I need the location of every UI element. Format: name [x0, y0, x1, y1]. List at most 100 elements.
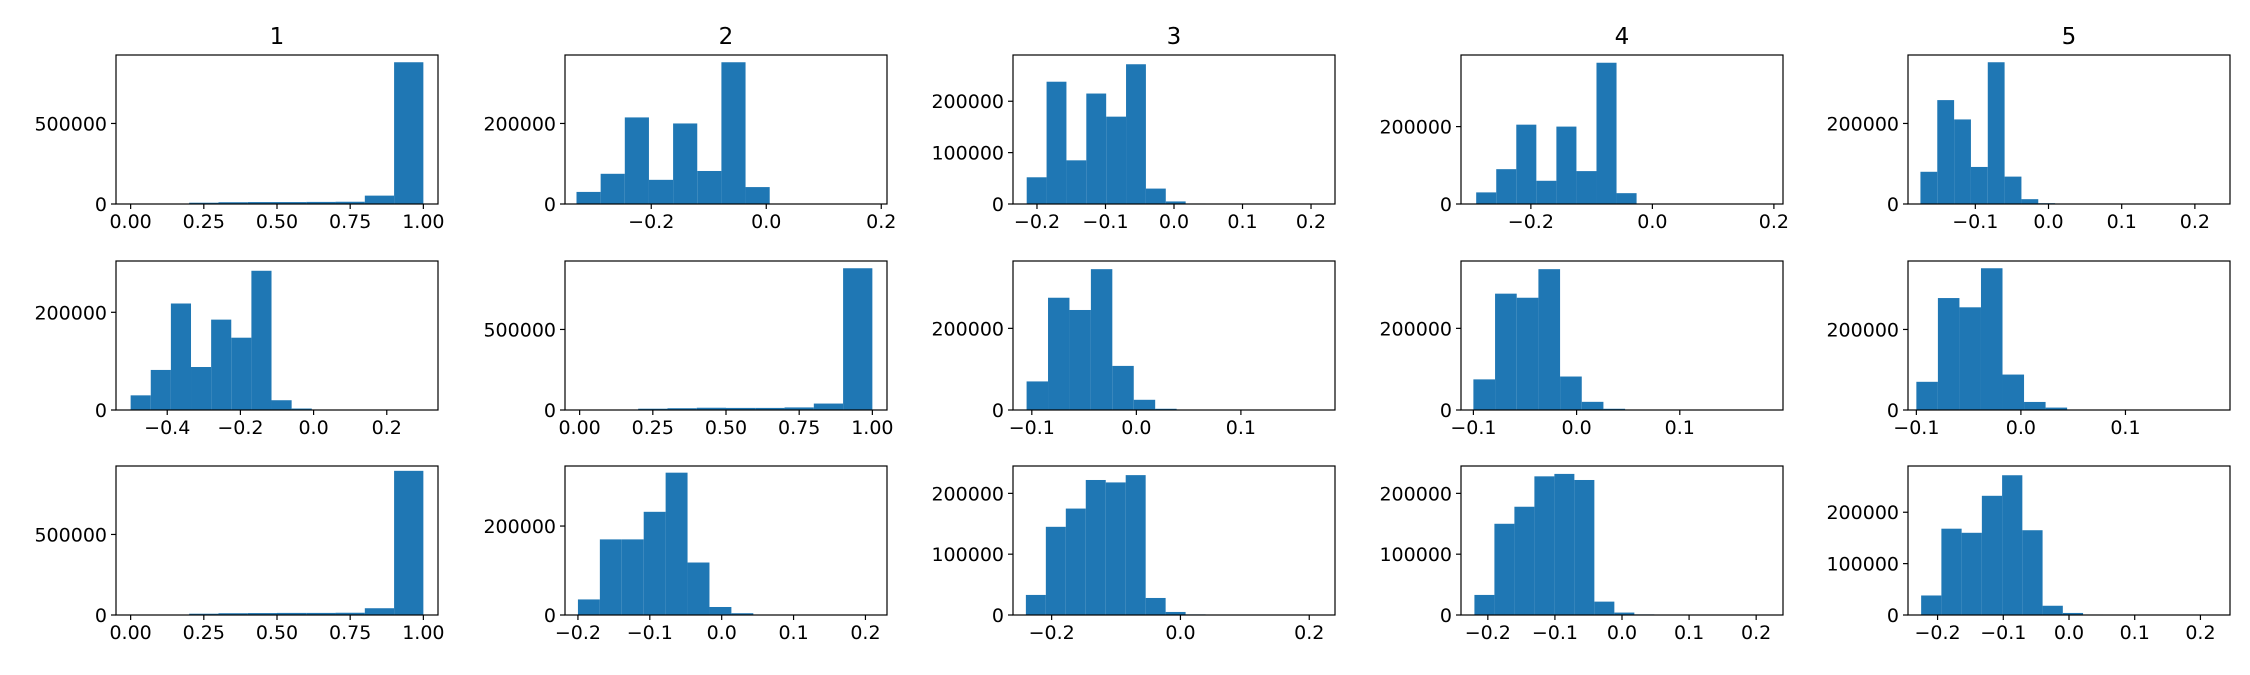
- y-tick-label: 100000: [1826, 554, 1899, 576]
- x-tick-label: 0.0: [1159, 211, 1189, 233]
- histogram-bar: [1026, 381, 1049, 410]
- y-tick-label: 200000: [931, 91, 1004, 113]
- histogram-bar: [306, 201, 336, 204]
- x-tick-label: −0.2: [1915, 622, 1961, 644]
- y-tick-label: 0: [95, 194, 107, 216]
- y-tick-label: 100000: [931, 143, 1004, 165]
- histogram-bar: [247, 202, 277, 204]
- histogram-bar: [1937, 298, 1960, 410]
- histogram-bar: [1165, 201, 1186, 204]
- histogram-bar: [1495, 293, 1517, 410]
- x-tick-label: 0.0: [1637, 211, 1667, 233]
- axes-frame: [115, 260, 439, 411]
- histogram-bar: [335, 201, 365, 204]
- axes-frame: [1907, 260, 2231, 411]
- histogram-bar: [1165, 611, 1186, 615]
- x-tick-label: 0.0: [1561, 417, 1591, 439]
- histogram-bar: [277, 612, 307, 615]
- histogram-bar: [1026, 177, 1047, 204]
- x-tick-label: 0.1: [1674, 622, 1704, 644]
- histogram-bar: [364, 608, 395, 615]
- histogram-bar: [189, 613, 219, 615]
- x-tick-label: 0.50: [705, 417, 747, 439]
- x-tick-label: 0.75: [329, 622, 371, 644]
- histogram-panel-15: −0.2 −0.1 0.0 0.1 0.2 0 100000 200000: [1826, 465, 2231, 644]
- x-tick-label: 0.2: [2185, 622, 2215, 644]
- histogram-bar: [1046, 81, 1067, 204]
- histogram-bar: [1980, 268, 2003, 410]
- histogram-bar: [784, 407, 814, 410]
- y-tick-label: 200000: [1379, 318, 1452, 340]
- x-tick-label: 0.2: [2180, 211, 2210, 233]
- histogram-bar: [1916, 381, 1938, 410]
- histogram-bar: [1554, 473, 1575, 615]
- y-tick-label: 100000: [931, 544, 1004, 566]
- x-tick-label: 0.0: [2006, 417, 2036, 439]
- histogram-bar: [1048, 297, 1070, 410]
- histogram-bar: [170, 303, 192, 410]
- histogram-bar: [364, 195, 395, 204]
- histogram-bar: [1145, 597, 1166, 615]
- y-tick-label: 0: [544, 400, 556, 422]
- x-tick-label: 0.0: [1121, 417, 1151, 439]
- histogram-bar: [1476, 192, 1497, 204]
- y-tick-label: 0: [1887, 605, 1899, 627]
- x-tick-label: 0.2: [1759, 211, 1789, 233]
- histogram-bar: [1155, 408, 1177, 410]
- x-tick-label: 0.1: [1227, 211, 1257, 233]
- y-tick-label: 0: [1887, 400, 1899, 422]
- histogram-bar: [247, 613, 277, 615]
- y-tick-label: 200000: [34, 302, 107, 324]
- histogram-bar: [1970, 166, 1988, 204]
- x-tick-label: 0.1: [2120, 622, 2150, 644]
- y-tick-label: 200000: [483, 113, 556, 135]
- x-tick-label: 0.0: [1607, 622, 1637, 644]
- histogram-bar: [1560, 376, 1582, 410]
- histogram-bar: [1538, 269, 1561, 410]
- histogram-bar: [696, 407, 726, 410]
- histogram-bar: [1112, 365, 1134, 410]
- histogram-bar: [1534, 476, 1555, 615]
- histogram-bar: [1133, 399, 1156, 410]
- histogram-bar: [648, 179, 674, 204]
- histogram-bar: [130, 395, 151, 410]
- histogram-panel-5: −0.1 0.0 0.1 0.2 0 200000 5: [1826, 24, 2231, 233]
- histogram-bar: [2042, 605, 2063, 615]
- panel-title: 3: [1167, 24, 1182, 50]
- x-tick-label: 0.0: [1165, 622, 1195, 644]
- histogram-bar: [726, 407, 756, 410]
- histogram-bar: [1126, 64, 1146, 204]
- histogram-bar: [191, 367, 212, 410]
- histogram-bar: [721, 62, 746, 204]
- histogram-bar: [577, 599, 600, 615]
- x-tick-label: 0.1: [778, 622, 808, 644]
- x-tick-label: 0.25: [183, 622, 225, 644]
- histogram-bar: [231, 337, 252, 410]
- axes-frame: [564, 465, 888, 616]
- histogram-panel-8: −0.1 0.0 0.1 0 200000: [931, 260, 1336, 439]
- histogram-bar: [1603, 408, 1626, 410]
- x-tick-label: −0.1: [1450, 417, 1496, 439]
- histogram-bar: [621, 539, 644, 615]
- x-tick-label: −0.2: [1029, 622, 1075, 644]
- histogram-panel-7: 0.00 0.25 0.50 0.75 1.00 0 500000: [483, 260, 894, 439]
- histogram-panel-3: −0.2 −0.1 0.0 0.1 0.2 0 100000 200000 3: [931, 24, 1336, 233]
- histogram-bar: [1045, 526, 1066, 615]
- histogram-bar: [2062, 612, 2084, 615]
- histogram-bar: [1556, 126, 1577, 204]
- x-tick-label: 0.25: [632, 417, 674, 439]
- histogram-bar: [2004, 176, 2022, 204]
- histogram-bar: [1987, 62, 2005, 204]
- histogram-bar: [1981, 495, 2003, 615]
- x-tick-label: −0.1: [627, 622, 673, 644]
- histogram-bar: [271, 400, 292, 410]
- x-tick-label: 0.1: [2107, 211, 2137, 233]
- y-tick-label: 0: [1887, 194, 1899, 216]
- x-tick-label: −0.2: [1465, 622, 1511, 644]
- y-tick-label: 500000: [34, 524, 107, 546]
- axes-frame: [564, 54, 888, 205]
- histogram-bar: [251, 270, 272, 410]
- histogram-bar: [1086, 93, 1107, 204]
- histogram-bar: [1473, 379, 1496, 410]
- histogram-bar: [211, 319, 232, 410]
